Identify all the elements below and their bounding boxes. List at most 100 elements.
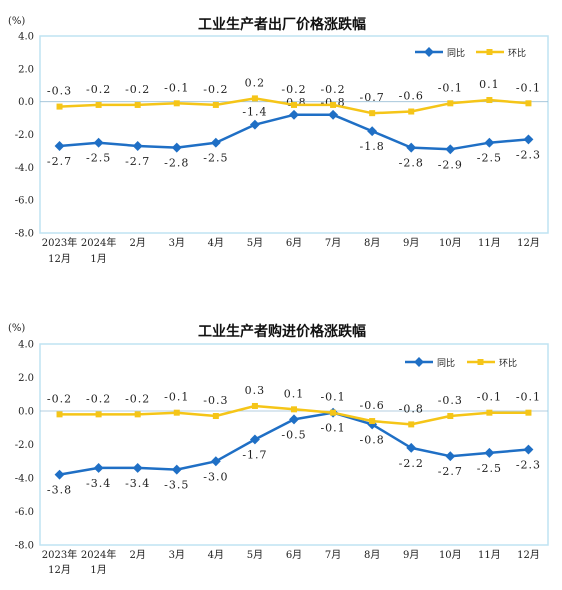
data-point-mom (251, 95, 258, 102)
data-point-mom (212, 101, 219, 108)
x-tick-label: 7月 (325, 549, 341, 561)
data-label-mom: -0.1 (477, 391, 502, 404)
data-label-yoy: -3.5 (164, 479, 189, 492)
x-tick-label: 9月 (403, 549, 419, 561)
y-tick-label: -6.0 (15, 507, 34, 518)
data-point-yoy (523, 134, 534, 145)
data-point-mom (408, 421, 415, 428)
data-label-yoy: -1.8 (360, 140, 385, 153)
data-label-yoy: -0.8 (360, 433, 385, 446)
chart-title: 工业生产者购进价格涨跌幅 (198, 323, 366, 340)
y-tick-label: 0.0 (18, 97, 34, 108)
x-tick-label-sub: 12月 (48, 564, 71, 576)
data-label-mom: -0.3 (438, 394, 463, 407)
x-tick-label: 12月 (517, 237, 540, 249)
data-point-mom (173, 100, 180, 107)
y-tick-label: 4.0 (18, 32, 34, 43)
x-tick-label: 3月 (169, 237, 185, 249)
data-point-mom (525, 409, 532, 416)
data-label-yoy: -2.3 (516, 148, 541, 161)
data-point-mom (486, 97, 493, 104)
data-point-yoy (93, 137, 104, 148)
y-tick-label: -2.0 (15, 130, 34, 141)
data-label-mom: -0.2 (86, 83, 111, 96)
chart-title: 工业生产者出厂价格涨跌幅 (198, 16, 366, 33)
data-point-yoy (171, 464, 182, 475)
x-tick-label: 9月 (403, 237, 419, 249)
x-tick-label: 5月 (247, 549, 263, 561)
data-point-mom (56, 103, 63, 110)
data-label-mom: -0.2 (320, 83, 345, 96)
data-label-mom: -0.1 (438, 81, 463, 94)
plot-2: 4.0 2.0 0.0 -2.0 -4.0 -6.0 -8.0 2023年 12月 2024年 1月… (15, 340, 549, 576)
data-label-yoy: -2.3 (516, 459, 541, 472)
data-point-mom (134, 411, 141, 418)
data-point-mom (134, 101, 141, 108)
x-tick-label: 11月 (478, 549, 501, 561)
data-point-yoy (484, 447, 495, 458)
y-tick-label: -4.0 (15, 474, 34, 485)
data-label-mom: 0.2 (245, 76, 266, 89)
data-label-yoy: -2.7 (438, 465, 463, 478)
x-tick-label: 6月 (286, 237, 302, 249)
plot-area (39, 35, 549, 234)
data-label-mom: 0.1 (284, 387, 305, 400)
y-tick-label: -8.0 (15, 541, 34, 552)
data-point-yoy (289, 414, 299, 425)
y-tick-label: 0.0 (18, 407, 34, 418)
legend-marker-mom (486, 49, 493, 55)
legend-marker-mom (477, 359, 484, 365)
data-point-yoy (249, 119, 260, 130)
data-point-mom (173, 409, 180, 416)
data-label-yoy: -1.7 (242, 448, 267, 461)
data-label-yoy: -3.4 (86, 477, 111, 490)
data-point-mom (330, 409, 337, 416)
y-tick-label: 2.0 (18, 373, 34, 384)
x-tick-label: 2月 (130, 549, 146, 561)
data-label-mom: -0.6 (399, 90, 424, 103)
x-tick-label: 10月 (439, 549, 462, 561)
data-label-mom: -0.3 (47, 85, 72, 98)
data-label-yoy: -2.7 (125, 155, 150, 168)
data-point-yoy (367, 126, 378, 137)
x-tick-label: 8月 (364, 549, 380, 561)
x-tick-label: 6月 (286, 549, 302, 561)
x-tick-label: 8月 (364, 237, 380, 249)
y-tick-label: -8.0 (15, 229, 34, 240)
data-label-mom: -0.1 (164, 391, 189, 404)
data-point-yoy (484, 137, 495, 148)
data-label-yoy: -0.5 (281, 428, 306, 441)
y-tick-label: -2.0 (15, 440, 34, 451)
legend-marker-yoy (414, 357, 424, 367)
data-point-yoy (132, 463, 143, 473)
data-label-mom: -0.2 (125, 83, 150, 96)
data-label-yoy: -2.5 (86, 152, 111, 165)
data-label-mom: -0.1 (320, 391, 345, 404)
data-label-yoy: -2.5 (203, 152, 228, 165)
data-point-mom (408, 108, 415, 115)
x-tick-label: 5月 (247, 237, 263, 249)
data-label-mom: -0.8 (399, 402, 424, 415)
plot-1: 4.0 2.0 0.0 -2.0 -4.0 -6.0 -8.0 2023年 12月 2024年 1月… (15, 32, 549, 265)
data-point-yoy (249, 434, 260, 445)
data-point-mom (212, 413, 219, 420)
data-label-mom: 0.3 (245, 384, 266, 397)
x-tick-label: 2024年 (81, 548, 116, 561)
data-label-mom: -0.3 (203, 394, 228, 407)
x-tick-label: 2023年 (42, 236, 77, 249)
data-label-yoy: -2.8 (164, 157, 189, 170)
data-label-mom: -0.1 (516, 391, 541, 404)
data-point-mom (486, 409, 493, 416)
data-point-mom (95, 411, 102, 418)
x-tick-label: 2月 (130, 237, 146, 249)
legend-label-yoy: 同比 (437, 357, 455, 369)
data-point-yoy (406, 142, 417, 153)
data-label-mom: -0.2 (125, 392, 150, 405)
legend-label-mom: 环比 (508, 47, 526, 59)
x-tick-label: 2023年 (42, 548, 77, 561)
data-label-mom: -0.2 (47, 392, 72, 405)
data-point-mom (251, 402, 258, 409)
data-label-yoy: -1.4 (242, 106, 267, 119)
data-label-yoy: -3.0 (203, 470, 228, 483)
